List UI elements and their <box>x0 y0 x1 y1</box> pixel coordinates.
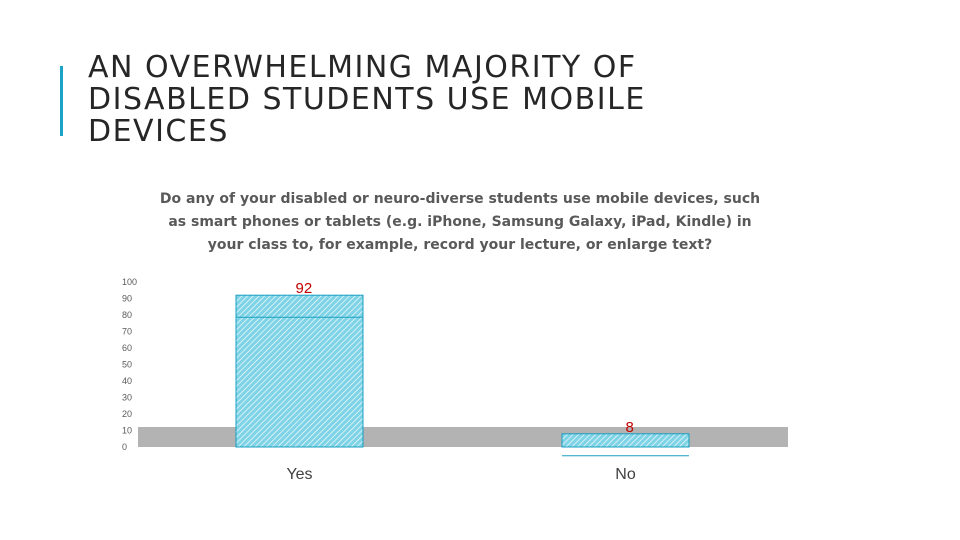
y-tick-label: 40 <box>122 376 132 386</box>
y-tick-label: 100 <box>122 277 137 287</box>
y-tick-label: 0 <box>122 442 127 452</box>
y-tick-label: 50 <box>122 360 132 370</box>
y-tick-label: 80 <box>122 310 132 320</box>
y-tick-label: 30 <box>122 393 132 403</box>
y-tick-label: 10 <box>122 426 132 436</box>
y-tick-label: 60 <box>122 343 132 353</box>
data-label: 92 <box>296 280 313 297</box>
y-tick-label: 70 <box>122 327 132 337</box>
x-category-label: No <box>615 466 636 483</box>
slide-title: AN OVERWHELMING MAJORITY OF DISABLED STU… <box>88 50 646 149</box>
chart-title: Do any of your disabled or neuro-diverse… <box>159 191 761 253</box>
y-tick-label: 90 <box>122 294 132 304</box>
data-label: 8 <box>626 419 634 436</box>
bar-no <box>561 433 690 448</box>
bar-yes <box>235 294 364 448</box>
title-accent-bar <box>60 66 63 136</box>
x-category-label: Yes <box>286 466 312 483</box>
y-tick-label: 20 <box>122 409 132 419</box>
